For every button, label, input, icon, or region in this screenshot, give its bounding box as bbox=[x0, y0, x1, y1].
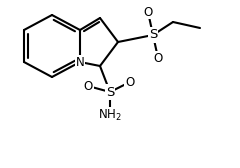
Text: O: O bbox=[125, 75, 135, 89]
Text: O: O bbox=[83, 79, 93, 93]
Text: S: S bbox=[149, 29, 157, 41]
Text: N: N bbox=[76, 55, 84, 69]
Text: O: O bbox=[143, 6, 153, 18]
Text: O: O bbox=[153, 52, 163, 65]
Text: NH$_2$: NH$_2$ bbox=[98, 108, 122, 122]
Text: S: S bbox=[106, 86, 114, 98]
